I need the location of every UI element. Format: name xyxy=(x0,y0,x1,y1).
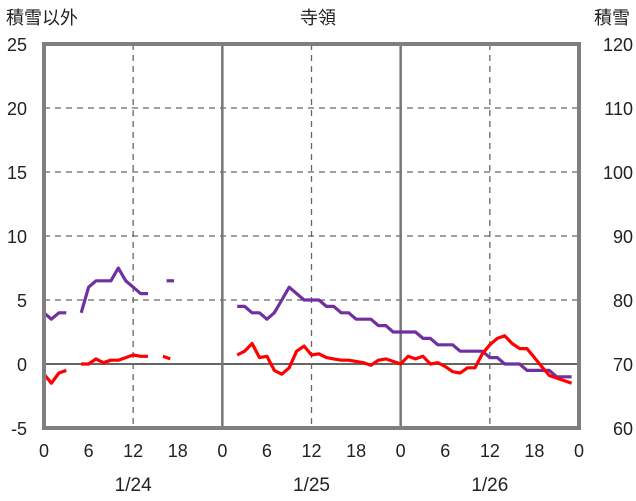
plot-border xyxy=(42,42,581,430)
series-segment xyxy=(236,334,573,385)
x-tick: 12 xyxy=(480,441,500,461)
x-tick: 12 xyxy=(123,441,143,461)
right-y-tick: 120 xyxy=(603,35,633,55)
left-y-tick: -5 xyxy=(11,419,27,439)
x-tick: 18 xyxy=(524,441,544,461)
right-y-tick: 60 xyxy=(613,419,633,439)
x-tick: 6 xyxy=(440,441,450,461)
right-y-tick: 90 xyxy=(613,227,633,247)
series-segment xyxy=(81,353,148,366)
left-y-tick: 20 xyxy=(7,99,27,119)
chart-title: 寺領 xyxy=(300,8,336,28)
date-label: 1/24 xyxy=(115,475,152,496)
right-y-tick-labels: 120 110 100 90 80 70 60 xyxy=(603,35,633,439)
right-y-tick: 80 xyxy=(613,291,633,311)
gridlines xyxy=(44,44,579,428)
x-tick: 0 xyxy=(39,441,49,461)
right-y-tick: 110 xyxy=(604,99,633,119)
series-segment xyxy=(237,285,572,379)
left-axis-title: 積雪以外 xyxy=(6,8,78,28)
x-tick: 18 xyxy=(168,441,188,461)
x-tick: 12 xyxy=(301,441,321,461)
date-label: 1/25 xyxy=(293,475,330,496)
x-tick: 0 xyxy=(574,441,584,461)
x-tick: 6 xyxy=(262,441,272,461)
left-y-tick: 25 xyxy=(7,35,27,55)
x-tick: 6 xyxy=(84,441,94,461)
x-tick: 18 xyxy=(346,441,366,461)
right-y-tick: 70 xyxy=(613,355,633,375)
left-y-tick: 15 xyxy=(7,163,27,183)
x-tick-labels: 0 6 12 18 0 6 12 18 0 6 12 18 0 xyxy=(39,441,584,461)
right-axis-title: 積雪 xyxy=(594,8,630,28)
right-y-tick: 100 xyxy=(603,163,633,183)
left-y-tick: 10 xyxy=(7,227,27,247)
series-lines xyxy=(42,266,573,385)
x-tick: 0 xyxy=(396,441,406,461)
left-y-tick-labels: 25 20 15 10 5 0 -5 xyxy=(7,35,27,439)
series-segment xyxy=(162,354,171,361)
plot-frame xyxy=(42,42,581,430)
series-segment xyxy=(42,311,67,321)
left-y-tick: 5 xyxy=(17,291,27,311)
series-segment xyxy=(79,266,148,314)
x-tick: 0 xyxy=(217,441,227,461)
left-y-tick: 0 xyxy=(17,355,27,375)
date-label: 1/26 xyxy=(471,475,508,496)
date-labels: 1/24 1/25 1/26 xyxy=(115,475,509,496)
series-segment xyxy=(42,368,67,385)
